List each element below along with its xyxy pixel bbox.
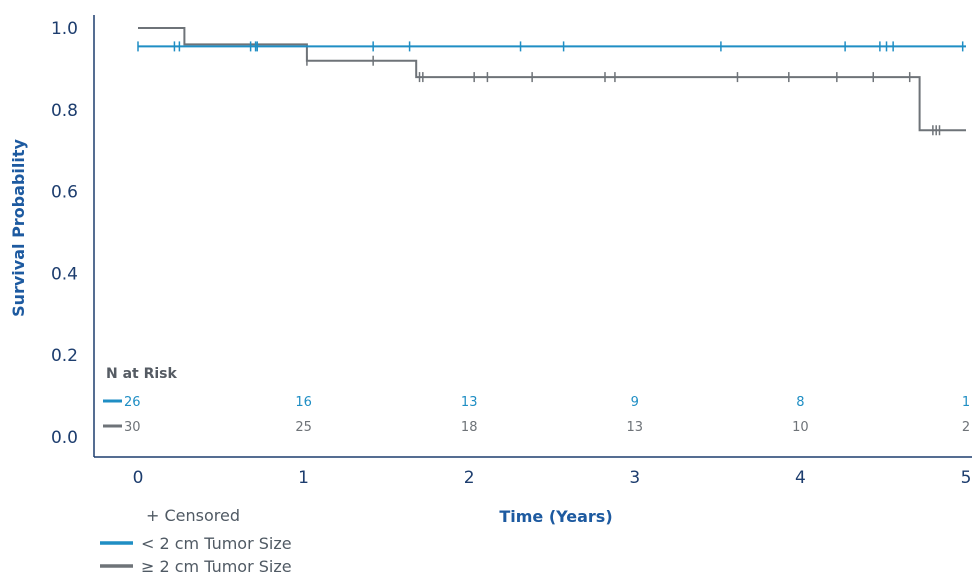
y-axis-title: Survival Probability — [9, 139, 28, 317]
x-tick-label: 0 — [133, 468, 144, 488]
legend-entry-label: < 2 cm Tumor Size — [141, 534, 292, 553]
risk-count: 13 — [461, 395, 478, 410]
y-tick-label: 0.6 — [51, 183, 78, 203]
x-tick-label: 1 — [298, 468, 309, 488]
x-tick-label: 5 — [961, 468, 972, 488]
risk-table: N at Risk 26 16 13 9 8 1 30 25 18 13 10 2 — [103, 366, 970, 435]
risk-count: 2 — [962, 420, 970, 435]
y-tick-label: 1.0 — [51, 19, 78, 39]
risk-count: 13 — [627, 420, 644, 435]
risk-table-title: N at Risk — [106, 366, 178, 382]
y-tick-label: 0.4 — [51, 264, 78, 284]
y-tick-label: 0.8 — [51, 101, 78, 121]
survival-curves — [137, 27, 966, 136]
legend: + Censored < 2 cm Tumor Size ≥ 2 cm Tumor… — [100, 506, 292, 576]
y-tick-label: 0.2 — [51, 346, 78, 366]
x-tick-label: 2 — [464, 468, 475, 488]
risk-count: 25 — [295, 420, 312, 435]
legend-entry-label: ≥ 2 cm Tumor Size — [141, 557, 292, 576]
legend-censored-label: + Censored — [146, 506, 240, 525]
risk-count: 16 — [295, 395, 312, 410]
risk-count: 9 — [631, 395, 639, 410]
x-tick-label: 4 — [795, 468, 806, 488]
axes — [93, 15, 972, 458]
x-axis-ticks: 0 1 2 3 4 5 — [133, 468, 972, 488]
y-tick-label: 0.0 — [51, 428, 78, 448]
risk-count: 8 — [796, 395, 804, 410]
survival-curve — [138, 27, 966, 132]
risk-count: 30 — [124, 420, 141, 435]
risk-count: 18 — [461, 420, 478, 435]
risk-count: 1 — [962, 395, 970, 410]
x-tick-label: 3 — [629, 468, 640, 488]
risk-count: 10 — [792, 420, 809, 435]
x-axis-title: Time (Years) — [499, 507, 612, 526]
y-axis-ticks: 0.0 0.2 0.4 0.6 0.8 1.0 — [51, 19, 78, 448]
risk-count: 26 — [124, 395, 141, 410]
